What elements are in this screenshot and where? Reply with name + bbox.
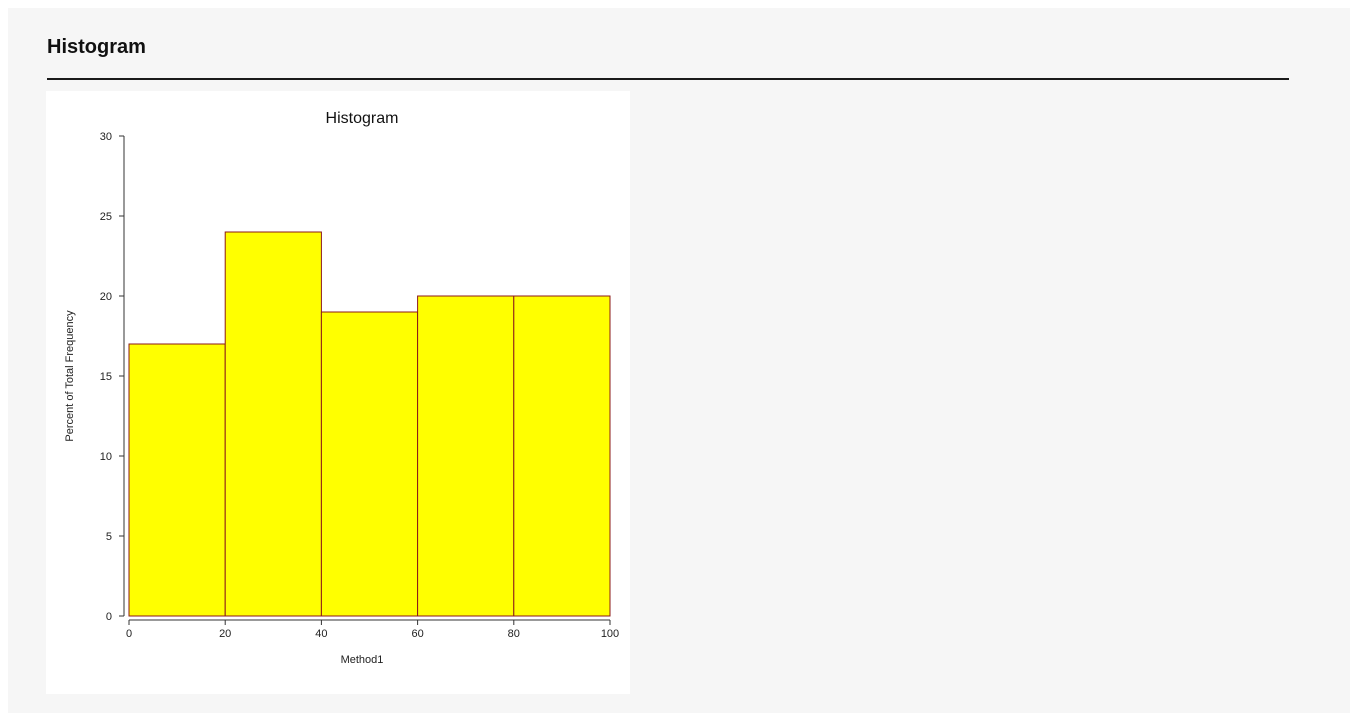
y-tick-label-5: 5: [106, 531, 112, 543]
y-tick-label-15: 15: [100, 371, 112, 383]
histogram-bar-3: [417, 295, 515, 617]
x-tick-label-60: 60: [411, 628, 423, 640]
x-tick-label-100: 100: [601, 628, 619, 640]
chart-title: Histogram: [326, 110, 399, 127]
x-tick-label-20: 20: [219, 628, 231, 640]
histogram-bar-4: [513, 295, 611, 617]
histogram-bar-1: [224, 231, 322, 617]
section-title: Histogram: [47, 36, 146, 58]
histogram-bar-2: [320, 311, 419, 617]
x-tick-label-0: 0: [126, 628, 132, 640]
y-tick-label-0: 0: [106, 611, 112, 623]
section-divider: [47, 78, 1289, 80]
x-tick-label-80: 80: [508, 628, 520, 640]
x-axis-ticks: 0 20 40 60 80 100: [126, 620, 619, 640]
x-axis-label: Method1: [341, 654, 384, 666]
histogram-chart-panel: Histogram 0 5 10 15 20 25 30 0 20 40 60 80 100 Meth…: [46, 91, 630, 694]
histogram-chart: Histogram 0 5 10 15 20 25 30 0 20 40 60 80 100 Meth…: [64, 110, 619, 666]
bars-group: [128, 231, 611, 617]
x-tick-label-40: 40: [315, 628, 327, 640]
histogram-bar-0: [128, 343, 226, 617]
y-tick-label-25: 25: [100, 211, 112, 223]
y-axis-label: Percent of Total Frequency: [64, 310, 76, 442]
report-page: Histogram Histogram 0 5 10 15 20 25 30 0 20 40 60…: [8, 8, 1350, 713]
y-tick-label-10: 10: [100, 451, 112, 463]
y-tick-label-20: 20: [100, 291, 112, 303]
y-tick-label-30: 30: [100, 131, 112, 143]
y-axis-ticks: 0 5 10 15 20 25 30: [100, 131, 124, 623]
